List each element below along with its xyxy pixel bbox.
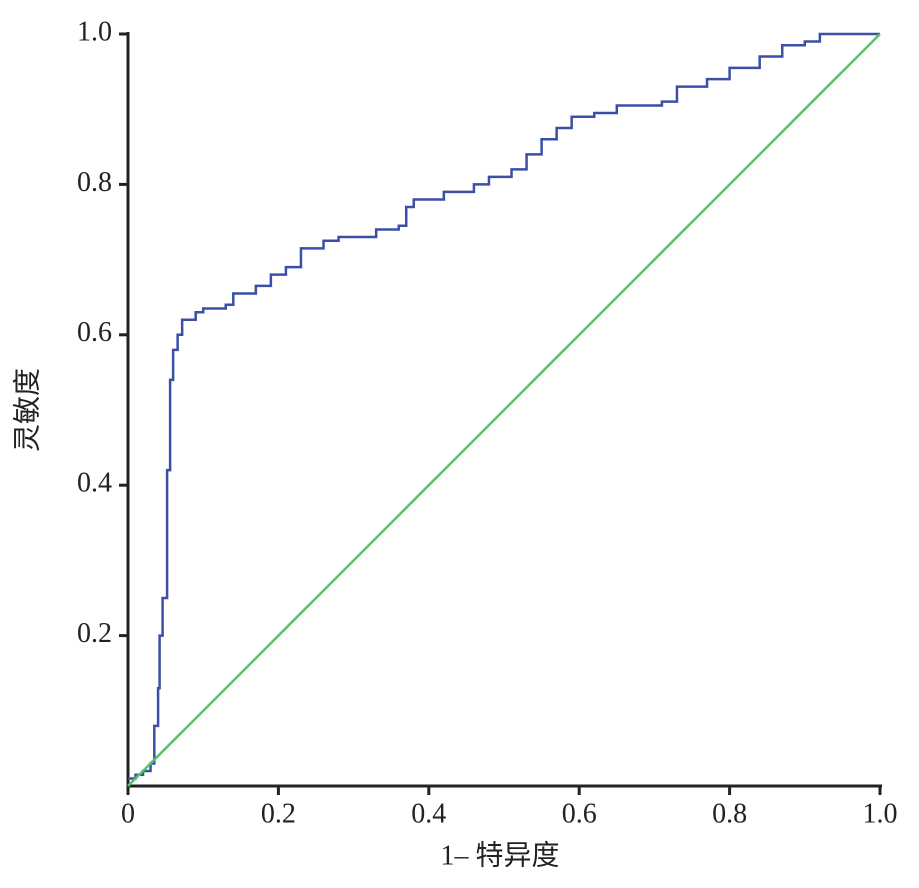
x-tick-label: 0.4 bbox=[411, 798, 446, 829]
y-tick-label: 0.2 bbox=[77, 618, 112, 649]
y-tick-label: 0.6 bbox=[77, 317, 112, 348]
y-axis-label: 灵敏度 bbox=[11, 368, 43, 452]
x-tick-label: 0.6 bbox=[562, 798, 597, 829]
x-tick-label: 0.2 bbox=[261, 798, 296, 829]
x-tick-label: 0 bbox=[121, 798, 135, 829]
x-axis-label: 1– 特异度 bbox=[440, 839, 559, 871]
roc-line bbox=[127, 33, 881, 787]
x-tick-label: 0.8 bbox=[712, 798, 747, 829]
y-tick-label: 0.8 bbox=[77, 167, 112, 198]
x-tick-label: 1.0 bbox=[863, 798, 898, 829]
y-tick-label: 0.4 bbox=[77, 468, 112, 499]
roc-line bbox=[128, 32, 880, 780]
y-tick-label: 1.0 bbox=[77, 16, 112, 47]
